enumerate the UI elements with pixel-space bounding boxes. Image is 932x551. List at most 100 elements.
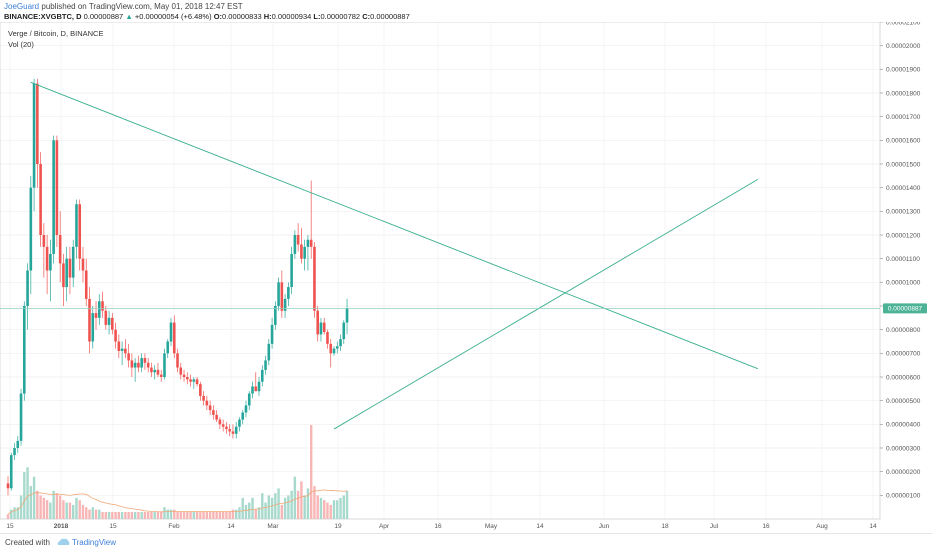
volume-bar <box>342 495 345 519</box>
volume-bar <box>257 507 261 519</box>
volume-bar <box>238 507 241 519</box>
candle-body <box>182 374 186 377</box>
volume-bar <box>179 511 182 519</box>
candle-body <box>199 384 202 396</box>
candle-body <box>88 298 91 342</box>
candle-body <box>45 246 49 271</box>
candle-body <box>283 298 287 311</box>
volume-bar <box>111 511 114 519</box>
volume-bar <box>300 481 303 519</box>
candle-body <box>19 393 23 441</box>
volume-bar <box>101 511 104 519</box>
trendlines[interactable] <box>30 81 759 430</box>
candle-body <box>277 282 280 306</box>
volume-bar <box>293 476 297 519</box>
candle-body <box>32 83 36 188</box>
published-text: published on TradingView.com, May 01, 20… <box>39 2 243 11</box>
x-tick-label: 14 <box>869 523 877 530</box>
candle-body <box>140 358 143 368</box>
y-tick-label: 0.00001300 <box>886 209 921 216</box>
candle-body <box>42 235 46 247</box>
high-value: 0.00000934 <box>271 12 312 21</box>
volume-bar <box>313 486 316 519</box>
tradingview-brand[interactable]: TradingView <box>72 538 117 547</box>
volume-bar <box>287 495 290 519</box>
y-axis[interactable]: 0.00000100 0.00000200 0.00000300 0.00000400… <box>880 22 921 500</box>
candle-body <box>264 360 267 370</box>
volume-bar <box>42 497 46 519</box>
candle-body <box>29 187 33 271</box>
y-tick-label: 0.00000300 <box>886 445 921 452</box>
volume-bar <box>6 514 10 519</box>
candle-body <box>238 419 241 427</box>
volume-bar <box>75 497 78 519</box>
chart-legend-title: Verge / Bitcoin, D, BINANCE <box>8 29 103 38</box>
open-label: O: <box>213 12 223 21</box>
volume-bar <box>296 490 300 519</box>
candle-body <box>156 369 160 375</box>
candle-body <box>26 270 29 306</box>
price-chart[interactable]: 0.00000100 0.00000200 0.00000300 0.00000400… <box>0 22 932 533</box>
candle-body <box>234 426 238 434</box>
x-tick-label: 15 <box>109 523 117 530</box>
candle-body <box>329 343 333 354</box>
y-tick-label: 0.00002000 <box>886 43 921 50</box>
volume-bar <box>117 511 121 519</box>
volume-bar <box>169 509 173 519</box>
volume-bar <box>120 511 124 519</box>
volume-bar <box>173 509 176 519</box>
volume-bar <box>212 511 215 519</box>
candle-body <box>16 440 20 448</box>
volume-bar <box>270 497 274 519</box>
candle-body <box>251 386 254 394</box>
volume-bar <box>36 490 39 519</box>
candle-body <box>84 270 88 299</box>
y-tick-label: 0.00000100 <box>886 493 921 500</box>
candle-body <box>332 348 336 354</box>
candle-body <box>78 204 82 259</box>
candle-body <box>225 426 228 430</box>
candle-body <box>205 400 209 406</box>
candle-body <box>313 246 316 311</box>
volume-bar <box>283 497 287 519</box>
publication-info: JoeGuard published on TradingView.com, M… <box>4 2 243 11</box>
volume-bar <box>345 490 349 519</box>
volume-bar <box>192 511 196 519</box>
volume-bar <box>156 511 160 519</box>
trendline[interactable] <box>333 178 759 430</box>
volume-bar <box>94 509 98 519</box>
candle-body <box>280 282 284 311</box>
change-value: +0.00000054 (+6.48%) <box>134 12 212 21</box>
y-tick-label: 0.00000800 <box>886 327 921 334</box>
candle-body <box>39 164 42 235</box>
volume-bar <box>13 507 16 519</box>
volume-ma-line <box>7 489 348 515</box>
candle-body <box>163 353 166 377</box>
trendline[interactable] <box>30 81 758 370</box>
volume-bar <box>78 500 81 519</box>
volume-bar <box>306 488 310 519</box>
volume-bar <box>202 511 205 519</box>
volume-bar <box>251 497 254 519</box>
volume-bar <box>98 509 101 519</box>
volume-bar <box>104 511 107 519</box>
candlesticks <box>6 78 349 496</box>
volume-bar <box>319 497 323 519</box>
candle-body <box>55 140 59 235</box>
x-axis[interactable]: 15 2018 15 Feb 14 Mar 19 Apr 16 May 14 Jun 18 Jul 16 Au… <box>6 523 877 530</box>
volume-bar <box>254 509 257 519</box>
y-tick-label: 0.00001500 <box>886 161 921 168</box>
candle-body <box>146 362 150 368</box>
candle-body <box>172 322 176 354</box>
author-link[interactable]: JoeGuard <box>4 2 40 11</box>
volume-bar <box>88 509 91 519</box>
y-tick-label: 0.00001900 <box>886 67 921 74</box>
volume-bar <box>267 495 270 519</box>
candle-body <box>287 287 290 299</box>
volume-bar <box>241 497 244 519</box>
volume-bar <box>55 493 59 519</box>
candle-body <box>9 455 13 489</box>
y-tick-label: 0.00000200 <box>886 469 921 476</box>
x-tick-label: Aug <box>816 523 828 530</box>
volume-bar <box>72 504 75 519</box>
